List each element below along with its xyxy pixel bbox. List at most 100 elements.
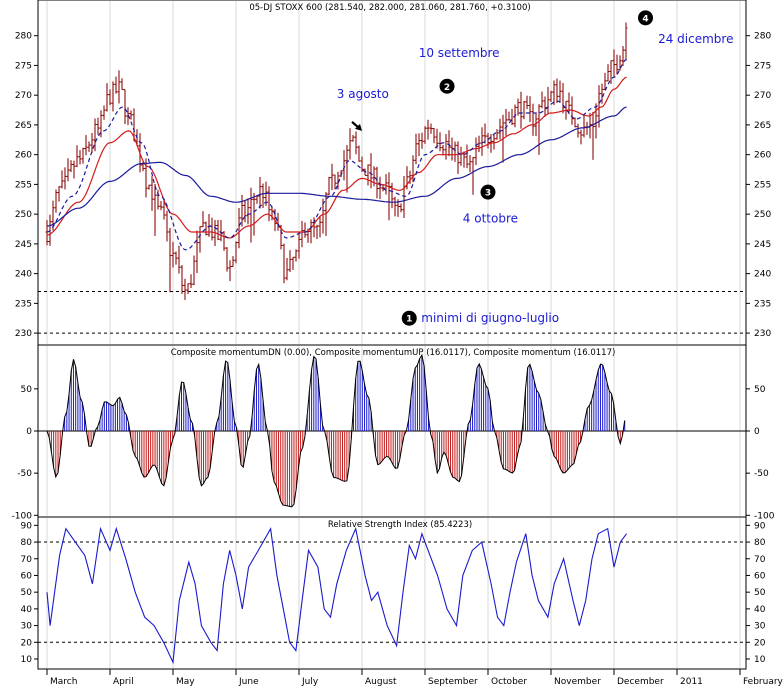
month-label: June [238,677,259,686]
rsi-panel-frame [37,516,747,670]
y-tick-label-right: 80 [754,538,766,548]
y-tick-label-right: 235 [754,299,771,309]
moving-average-line-2 [47,106,627,227]
price-support-levels [38,290,746,334]
month-label: May [176,677,195,686]
y-tick-label-right: 240 [754,270,771,280]
month-label: August [365,677,397,686]
y-tick-label-left: 255 [15,180,32,190]
y-tick-label-left: -100 [12,511,33,521]
y-tick-label-right: 50 [754,385,766,395]
y-tick-label-right: 30 [754,622,766,632]
y-tick-label-left: 50 [21,588,33,598]
y-tick-label-left: 30 [21,622,33,632]
momentum-panel: 50 50 0 0 -50 -50 -100 -100 Composite momentumD… [12,344,775,521]
price-y-axis: 230 230 235 235 240 240 245 245 250 250 255 255 260 2… [15,32,772,339]
month-label: 2011 [680,677,703,686]
momentum-y-axis: 50 50 0 0 -50 -50 -100 -100 [12,385,775,521]
y-tick-label-right: 260 [754,151,771,161]
y-tick-label-left: 10 [21,655,33,665]
month-axis: March April May June July August September Octo… [46,669,783,686]
rsi-line [46,526,628,665]
y-tick-label-left: 80 [21,538,33,548]
y-tick-label-right: 230 [754,329,771,339]
annotation-label: 10 settembre [419,46,500,60]
y-tick-label-left: 260 [15,151,32,161]
y-tick-label-right: 60 [754,571,766,581]
y-tick-label-left: 50 [21,385,33,395]
rsi-y-axis: 90 90 80 80 70 70 60 60 50 50 40 40 30 30 20 20 10 10 [21,521,766,665]
y-tick-label-left: 70 [21,555,33,565]
annotation-label: 4 ottobre [463,211,518,225]
month-label: July [301,677,319,686]
price-panel: 230 230 235 235 240 240 245 245 250 250 255 255 260 2… [15,0,772,346]
annotation-label: 24 dicembre [658,32,733,46]
month-label: October [491,677,527,686]
price-annotations: 1 minimi di giugno-luglio 2 10 settembre 3 4 … [337,10,733,326]
y-tick-label-right: 250 [754,210,771,220]
annotation-marker-number: 1 [406,315,412,325]
annotation-label: 3 agosto [337,87,389,101]
month-label: November [554,677,601,686]
annotation-marker-number: 4 [642,14,648,24]
annotation-marker-number: 2 [444,83,450,93]
y-tick-label-left: 250 [15,210,32,220]
y-tick-label-right: 255 [754,180,771,190]
y-tick-label-right: 20 [754,638,766,648]
month-label: December [617,677,664,686]
y-tick-label-left: 275 [15,61,32,71]
y-tick-label-left: 240 [15,270,32,280]
y-tick-label-right: -50 [754,469,769,479]
price-panel-frame [37,0,747,346]
y-tick-label-right: -100 [754,511,775,521]
momentum-panel-title: Composite momentumDN (0.00), Composite m… [171,348,616,358]
y-tick-label-left: 0 [26,427,32,437]
y-tick-label-right: 275 [754,61,771,71]
y-tick-label-right: 245 [754,240,771,250]
y-tick-label-left: 230 [15,329,32,339]
rsi-levels [38,541,746,643]
annotation-marker-3 [480,184,496,200]
moving-average-line-1 [46,76,627,239]
moving-average-line-3 [46,58,627,251]
y-tick-label-right: 270 [754,91,771,101]
y-tick-label-left: 245 [15,240,32,250]
y-tick-label-right: 0 [754,427,760,437]
y-tick-label-left: 280 [15,32,32,42]
month-label: September [428,677,478,686]
rsi-panel: 90 90 80 80 70 70 60 60 50 50 40 40 30 30 20 20 10 10 Rel… [21,516,766,670]
y-tick-label-left: 90 [21,521,33,531]
month-label: February [743,677,783,686]
y-tick-label-right: 280 [754,32,771,42]
annotation-marker-4 [638,10,653,26]
y-tick-label-left: 60 [21,571,33,581]
rsi-series-line [46,526,628,665]
month-label: March [50,677,77,686]
y-tick-label-left: 20 [21,638,33,648]
y-tick-label-right: 70 [754,555,766,565]
annotation-arrow-head [355,123,362,131]
y-tick-label-left: 265 [15,121,32,131]
y-tick-label-right: 90 [754,521,766,531]
momentum-histogram [38,353,746,508]
y-tick-label-left: 270 [15,91,32,101]
momentum-envelope [46,353,626,508]
annotation-marker-number: 3 [485,189,491,199]
price-candles [45,22,628,300]
y-tick-label-right: 10 [754,655,766,665]
month-label: April [113,677,134,686]
annotation-marker-2 [439,78,455,94]
annotation-label: minimi di giugno-luglio [421,311,559,325]
annotation-marker-1 [401,310,417,326]
y-tick-label-right: 265 [754,121,771,131]
y-tick-label-right: 50 [754,588,766,598]
price-panel-title: 05-DJ STOXX 600 (281.540, 282.000, 281.0… [249,3,530,13]
rsi-panel-title: Relative Strength Index (85.4223) [328,520,472,530]
y-tick-label-left: 235 [15,299,32,309]
price-vertical-gridlines [46,1,741,344]
y-tick-label-left: -50 [17,469,32,479]
price-moving-averages [46,58,627,251]
y-tick-label-right: 40 [754,605,766,615]
rsi-vertical-gridlines [46,518,741,668]
